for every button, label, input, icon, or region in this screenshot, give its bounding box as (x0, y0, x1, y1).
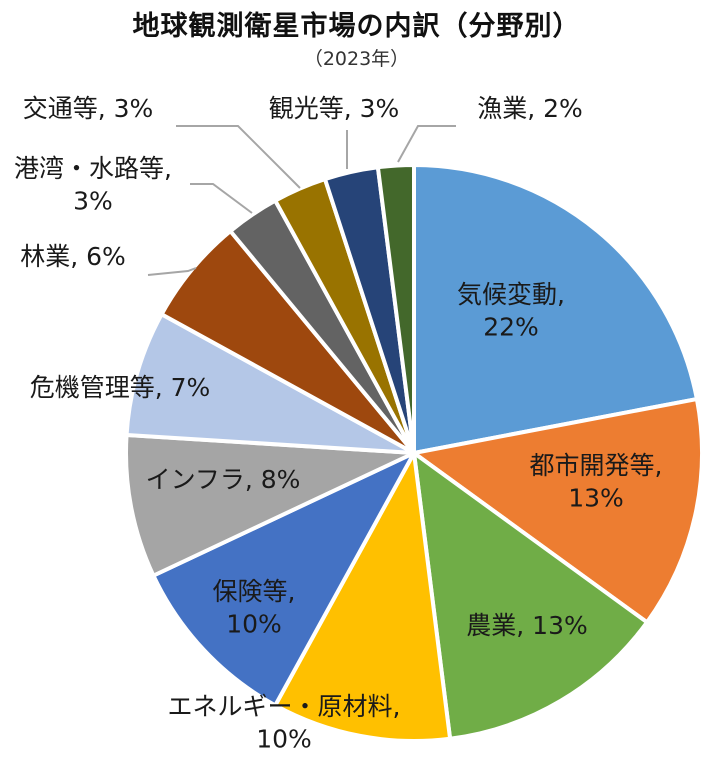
leader-lines (147, 125, 456, 276)
slice-label-9: 港湾・水路等, 3% (14, 154, 172, 216)
slice-label-10: 交通等, 3% (23, 94, 154, 123)
slice-label-5: 保険等, 10% (213, 577, 296, 639)
pie-slice-6 (124, 432, 416, 578)
slice-label-11: 観光等, 3% (269, 94, 400, 123)
leader-line-9 (190, 183, 253, 214)
chart-subtitle: （2023年） (303, 48, 410, 70)
pie-slice-3 (412, 451, 649, 741)
slice-labels: 気候変動, 22% 都市開発等, 13% 農業, 13% エネルギー・原材料, 10% 保険等… (14, 94, 662, 754)
slice-label-1: 気候変動, 22% (457, 280, 565, 342)
slice-label-7: 危機管理等, 7% (30, 373, 211, 402)
slice-label-6: インフラ, 8% (146, 465, 301, 494)
pie-slices (124, 163, 704, 743)
pie-slice-7 (124, 312, 416, 455)
slice-label-8: 林業, 6% (20, 242, 126, 271)
pie-slice-1 (412, 163, 699, 455)
pie-slice-12 (375, 163, 416, 455)
leader-line-8 (147, 267, 197, 276)
pie-slice-2 (412, 397, 704, 625)
slice-label-3: 農業, 13% (466, 611, 587, 640)
pie-slice-4 (273, 451, 453, 743)
chart-title: 地球観測衛星市場の内訳（分野別） (132, 11, 581, 42)
leader-line-12 (397, 125, 456, 163)
slice-label-12: 漁業, 2% (477, 94, 583, 123)
slice-label-2: 都市開発等, 13% (530, 451, 663, 513)
slice-label-4: エネルギー・原材料, 10% (168, 692, 401, 754)
pie-slice-5 (151, 451, 416, 708)
leader-line-10 (176, 125, 301, 189)
